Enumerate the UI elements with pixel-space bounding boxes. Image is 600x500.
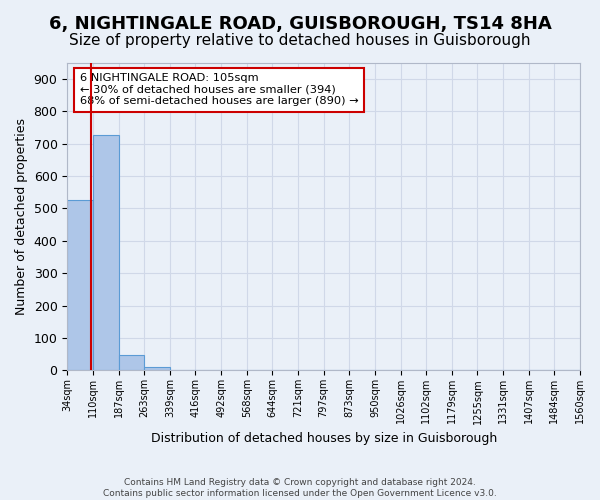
Text: Size of property relative to detached houses in Guisborough: Size of property relative to detached ho… [69,32,531,48]
Bar [67,200,93,370]
Text: Contains HM Land Registry data © Crown copyright and database right 2024.
Contai: Contains HM Land Registry data © Crown c… [103,478,497,498]
X-axis label: Distribution of detached houses by size in Guisborough: Distribution of detached houses by size … [151,432,497,445]
Y-axis label: Number of detached properties: Number of detached properties [15,118,28,315]
Bar [93,136,119,370]
Bar [119,355,144,370]
Text: 6 NIGHTINGALE ROAD: 105sqm
← 30% of detached houses are smaller (394)
68% of sem: 6 NIGHTINGALE ROAD: 105sqm ← 30% of deta… [80,74,359,106]
Bar [144,367,170,370]
Text: 6, NIGHTINGALE ROAD, GUISBOROUGH, TS14 8HA: 6, NIGHTINGALE ROAD, GUISBOROUGH, TS14 8… [49,15,551,33]
